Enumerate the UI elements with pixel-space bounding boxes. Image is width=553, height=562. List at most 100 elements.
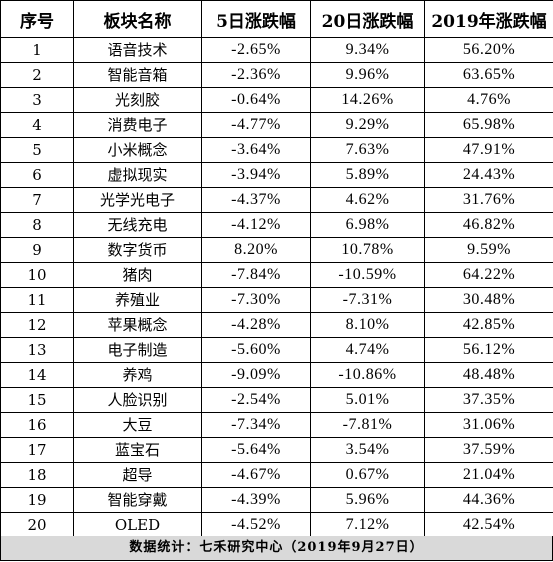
row-index-cell: 8 [0, 212, 74, 238]
change-2019-cell: 65.98% [424, 112, 553, 138]
change-20day-cell: 8.10% [310, 312, 425, 338]
table-row: 11 养殖业 -7.30% -7.31% 30.48% [0, 287, 553, 313]
change-20day-cell: 9.34% [310, 37, 425, 63]
change-2019-cell: 37.35% [424, 387, 553, 413]
change-2019-cell: 63.65% [424, 62, 553, 88]
change-5day-cell: -7.34% [201, 412, 311, 438]
table-row: 9 数字货币 8.20% 10.78% 9.59% [0, 237, 553, 263]
change-2019-cell: 42.54% [424, 512, 553, 538]
change-20day-cell: 9.96% [310, 62, 425, 88]
table-row: 15 人脸识别 -2.54% 5.01% 37.35% [0, 387, 553, 413]
header-row: 序号 板块名称 5日涨跌幅 20日涨跌幅 2019年涨跌幅 [0, 0, 553, 38]
change-20day-cell: 5.96% [310, 487, 425, 513]
row-index-cell: 15 [0, 387, 74, 413]
header-2019-change: 2019年涨跌幅 [424, 0, 553, 38]
change-5day-cell: -4.52% [201, 512, 311, 538]
sector-name-cell: 智能音箱 [73, 62, 202, 88]
change-2019-cell: 64.22% [424, 262, 553, 288]
row-index-cell: 2 [0, 62, 74, 88]
table-row: 2 智能音箱 -2.36% 9.96% 63.65% [0, 62, 553, 88]
change-2019-cell: 47.91% [424, 137, 553, 163]
change-5day-cell: -0.64% [201, 87, 311, 113]
sector-name-cell: 电子制造 [73, 337, 202, 363]
row-index-cell: 11 [0, 287, 74, 313]
table-body: 1 语音技术 -2.65% 9.34% 56.20% 2 智能音箱 -2.36% 9.96% 63… [0, 37, 553, 538]
row-index-cell: 5 [0, 137, 74, 163]
change-2019-cell: 21.04% [424, 462, 553, 488]
table-row: 20 OLED -4.52% 7.12% 42.54% [0, 512, 553, 538]
change-5day-cell: -7.30% [201, 287, 311, 313]
change-20day-cell: 4.74% [310, 337, 425, 363]
sector-name-cell: 大豆 [73, 412, 202, 438]
sector-name-cell: 蓝宝石 [73, 437, 202, 463]
row-index-cell: 16 [0, 412, 74, 438]
change-20day-cell: 7.63% [310, 137, 425, 163]
change-20day-cell: -10.86% [310, 362, 425, 388]
sector-name-cell: 人脸识别 [73, 387, 202, 413]
sector-name-cell: 无线充电 [73, 212, 202, 238]
change-5day-cell: -3.64% [201, 137, 311, 163]
sector-name-cell: 语音技术 [73, 37, 202, 63]
table-row: 7 光学光电子 -4.37% 4.62% 31.76% [0, 187, 553, 213]
change-5day-cell: -7.84% [201, 262, 311, 288]
change-20day-cell: 3.54% [310, 437, 425, 463]
change-5day-cell: -4.12% [201, 212, 311, 238]
sector-name-cell: 养殖业 [73, 287, 202, 313]
row-index-cell: 20 [0, 512, 74, 538]
row-index-cell: 17 [0, 437, 74, 463]
change-2019-cell: 48.48% [424, 362, 553, 388]
change-20day-cell: 14.26% [310, 87, 425, 113]
sector-name-cell: 消费电子 [73, 112, 202, 138]
table-row: 5 小米概念 -3.64% 7.63% 47.91% [0, 137, 553, 163]
change-2019-cell: 9.59% [424, 237, 553, 263]
sector-name-cell: 猪肉 [73, 262, 202, 288]
change-20day-cell: 7.12% [310, 512, 425, 538]
row-index-cell: 12 [0, 312, 74, 338]
row-index-cell: 13 [0, 337, 74, 363]
header-20day-change: 20日涨跌幅 [310, 0, 425, 38]
header-5day-change: 5日涨跌幅 [201, 0, 311, 38]
row-index-cell: 4 [0, 112, 74, 138]
table-row: 19 智能穿戴 -4.39% 5.96% 44.36% [0, 487, 553, 513]
change-2019-cell: 31.76% [424, 187, 553, 213]
sector-name-cell: 光刻胶 [73, 87, 202, 113]
change-5day-cell: -4.67% [201, 462, 311, 488]
sector-name-cell: 光学光电子 [73, 187, 202, 213]
sector-name-cell: 小米概念 [73, 137, 202, 163]
table-row: 8 无线充电 -4.12% 6.98% 46.82% [0, 212, 553, 238]
table-row: 18 超导 -4.67% 0.67% 21.04% [0, 462, 553, 488]
sector-name-cell: 数字货币 [73, 237, 202, 263]
row-index-cell: 3 [0, 87, 74, 113]
change-2019-cell: 56.20% [424, 37, 553, 63]
row-index-cell: 9 [0, 237, 74, 263]
change-2019-cell: 42.85% [424, 312, 553, 338]
change-2019-cell: 4.76% [424, 87, 553, 113]
sector-name-cell: 养鸡 [73, 362, 202, 388]
table-row: 13 电子制造 -5.60% 4.74% 56.12% [0, 337, 553, 363]
change-20day-cell: 4.62% [310, 187, 425, 213]
change-5day-cell: -5.64% [201, 437, 311, 463]
change-2019-cell: 56.12% [424, 337, 553, 363]
row-index-cell: 18 [0, 462, 74, 488]
header-index: 序号 [0, 0, 74, 38]
table-row: 4 消费电子 -4.77% 9.29% 65.98% [0, 112, 553, 138]
change-20day-cell: -7.31% [310, 287, 425, 313]
change-5day-cell: 8.20% [201, 237, 311, 263]
change-2019-cell: 37.59% [424, 437, 553, 463]
data-source-footer: 数据统计：七禾研究中心（2019年9月27日） [0, 536, 553, 561]
row-index-cell: 7 [0, 187, 74, 213]
row-index-cell: 1 [0, 37, 74, 63]
table-row: 3 光刻胶 -0.64% 14.26% 4.76% [0, 87, 553, 113]
change-2019-cell: 30.48% [424, 287, 553, 313]
sector-name-cell: 虚拟现实 [73, 162, 202, 188]
change-20day-cell: 0.67% [310, 462, 425, 488]
sector-performance-table: 序号 板块名称 5日涨跌幅 20日涨跌幅 2019年涨跌幅 1 语音技术 -2.65… [0, 0, 553, 538]
sector-name-cell: 智能穿戴 [73, 487, 202, 513]
table-row: 17 蓝宝石 -5.64% 3.54% 37.59% [0, 437, 553, 463]
change-20day-cell: 10.78% [310, 237, 425, 263]
change-5day-cell: -4.77% [201, 112, 311, 138]
change-5day-cell: -2.54% [201, 387, 311, 413]
change-5day-cell: -2.36% [201, 62, 311, 88]
change-5day-cell: -4.28% [201, 312, 311, 338]
table-row: 14 养鸡 -9.09% -10.86% 48.48% [0, 362, 553, 388]
